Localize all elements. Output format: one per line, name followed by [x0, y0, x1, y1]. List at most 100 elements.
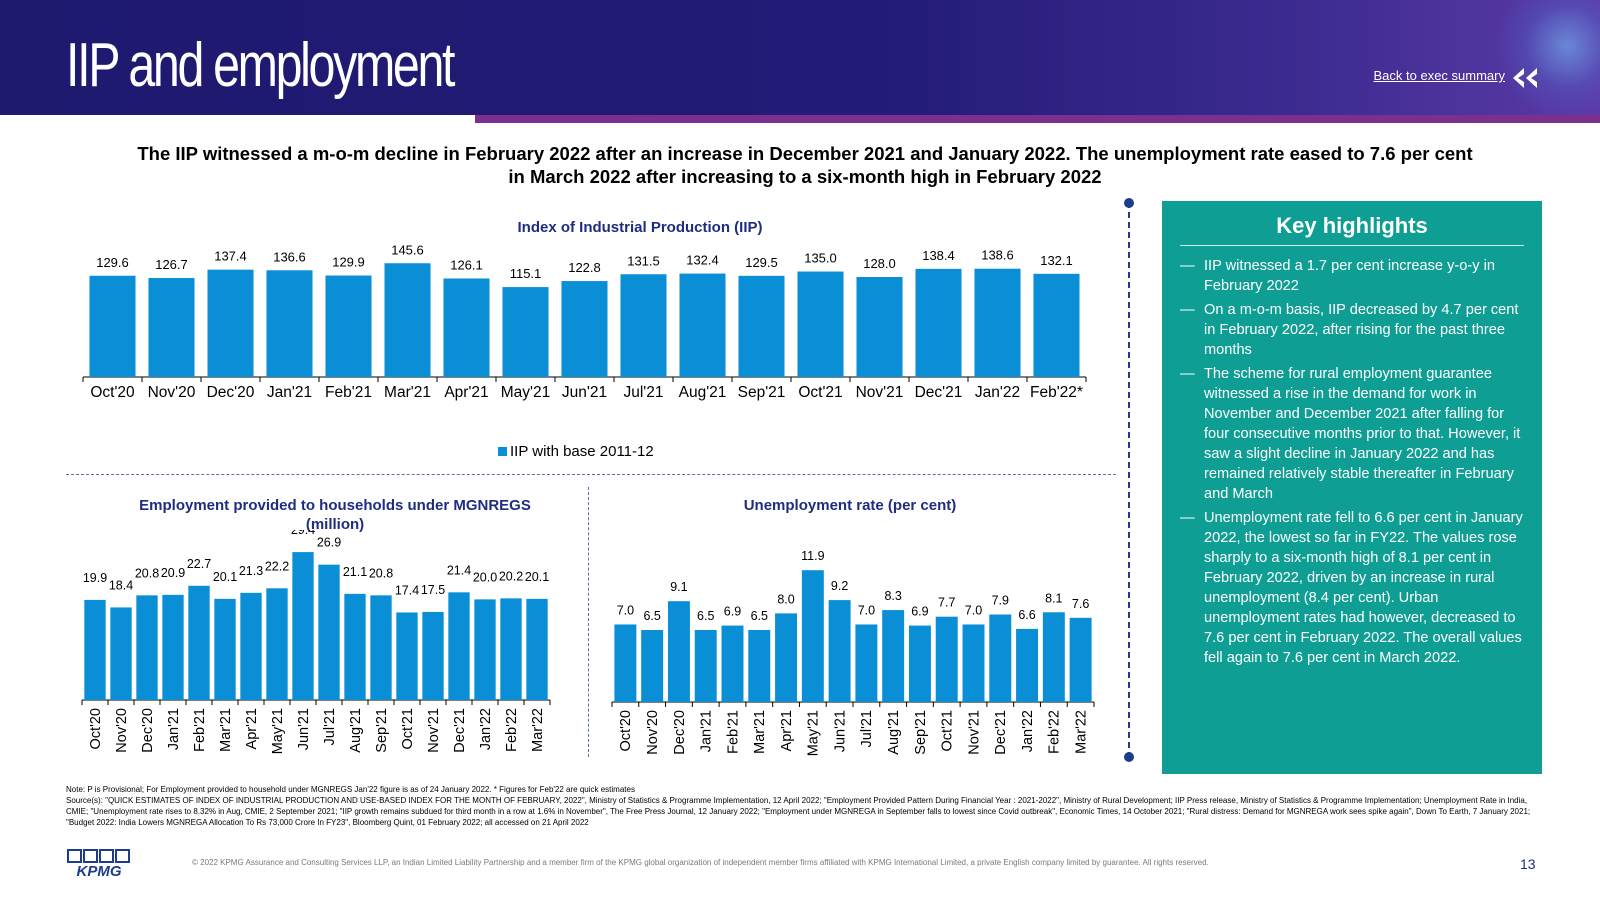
x-tick-label: Mar'22 — [530, 708, 546, 752]
x-tick-label: Oct'20 — [618, 710, 634, 751]
slide-subtitle: The IIP witnessed a m-o-m decline in Feb… — [60, 142, 1550, 188]
highlight-item: — On a m-o-m basis, IIP decreased by 4.7… — [1180, 300, 1524, 360]
x-tick-label: Dec'20 — [672, 710, 688, 755]
highlight-text: On a m-o-m basis, IIP decreased by 4.7 p… — [1204, 302, 1519, 358]
header-decoration — [1490, 0, 1600, 115]
data-label: 137.4 — [214, 249, 247, 264]
bar — [915, 268, 962, 377]
data-label: 7.7 — [938, 596, 955, 610]
bar — [292, 552, 314, 700]
back-to-exec-summary-link[interactable]: Back to exec summary — [1373, 68, 1506, 83]
dash-bullet: — — [1180, 302, 1195, 318]
copyright-text: © 2022 KPMG Assurance and Consulting Ser… — [192, 858, 1209, 867]
x-tick-label: Nov'20 — [645, 710, 661, 755]
page-title: IIP and employment — [66, 31, 455, 100]
bar — [162, 594, 184, 700]
x-tick-label: Feb'22* — [1030, 384, 1083, 401]
x-tick-label: May'21 — [806, 710, 822, 756]
mgnregs-chart-title: Employment provided to households under … — [139, 497, 531, 533]
bar — [370, 595, 392, 700]
bar — [396, 612, 418, 700]
bar — [325, 275, 372, 377]
data-label: 126.1 — [450, 257, 483, 272]
data-label: 20.8 — [369, 566, 393, 580]
data-label: 21.1 — [343, 565, 367, 579]
accent-bar — [475, 115, 1600, 123]
x-tick-label: Dec'21 — [452, 708, 468, 753]
x-tick-label: May'21 — [270, 708, 286, 754]
kpmg-logo: KPMG — [67, 849, 130, 878]
x-tick-label: Dec'20 — [140, 708, 156, 753]
bar — [318, 564, 340, 700]
x-tick-label: Feb'22 — [1047, 710, 1063, 754]
bar — [974, 268, 1021, 377]
bar — [214, 598, 236, 700]
bar — [266, 588, 288, 700]
x-tick-label: Dec'21 — [915, 384, 963, 401]
data-label: 129.6 — [96, 255, 129, 270]
bar — [448, 592, 470, 700]
legend-label: IIP with base 2011-12 — [510, 443, 654, 460]
data-label: 20.9 — [161, 566, 185, 580]
x-tick-label: Jun'21 — [562, 384, 607, 401]
x-tick-label: Jul'21 — [623, 384, 663, 401]
data-label: 7.0 — [965, 603, 982, 617]
key-highlights-title: Key highlights — [1180, 213, 1524, 246]
timeline-connector — [1124, 198, 1134, 762]
data-label: 115.1 — [510, 266, 542, 281]
bar — [1033, 273, 1080, 377]
data-label: 138.6 — [981, 248, 1014, 263]
iip-legend: IIP with base 2011-12 — [498, 443, 654, 460]
data-label: 132.1 — [1040, 253, 1073, 268]
data-label: 6.5 — [751, 609, 768, 623]
data-label: 6.9 — [724, 605, 741, 619]
x-tick-label: Mar'21 — [218, 708, 234, 752]
data-label: 6.5 — [697, 609, 714, 623]
bar — [620, 274, 667, 377]
x-tick-label: Apr'21 — [779, 710, 795, 751]
legend-swatch — [498, 447, 507, 456]
x-tick-label: Dec'21 — [993, 710, 1009, 755]
data-label: 20.2 — [499, 569, 523, 583]
data-label: 7.0 — [617, 603, 634, 617]
x-tick-label: Jan'21 — [267, 384, 312, 401]
x-tick-label: Oct'21 — [798, 384, 842, 401]
x-tick-label: Nov'20 — [148, 384, 196, 401]
footnotes: Note: P is Provisional; For Employment p… — [66, 784, 1546, 828]
data-label: 132.4 — [686, 253, 719, 268]
bar — [474, 599, 496, 700]
x-tick-label: Aug'21 — [348, 708, 364, 753]
data-label: 11.9 — [801, 549, 824, 563]
x-tick-label: Sep'21 — [374, 708, 390, 753]
x-tick-label: Nov'21 — [856, 384, 904, 401]
data-label: 6.9 — [911, 605, 928, 619]
bar — [738, 275, 785, 377]
x-tick-label: Jun'21 — [832, 710, 848, 752]
unemployment-bar-chart: 7.0 Oct'20 6.5 Nov'20 9.1 Dec'20 6.5 Jan'21 6.9 F… — [611, 549, 1095, 756]
data-label: 138.4 — [922, 248, 955, 263]
bar — [1016, 628, 1039, 702]
data-label: 145.6 — [391, 242, 424, 257]
x-tick-label: Aug'21 — [886, 710, 902, 755]
x-tick-label: Jul'21 — [859, 710, 875, 747]
data-label: 20.1 — [525, 570, 549, 584]
highlight-text: IIP witnessed a 1.7 per cent increase y-… — [1204, 258, 1495, 294]
bar — [84, 599, 106, 700]
data-label: 19.9 — [83, 571, 107, 585]
bar — [89, 275, 136, 377]
vertical-divider — [588, 487, 589, 757]
dash-bullet: — — [1180, 366, 1195, 382]
bar — [989, 614, 1012, 702]
data-label: 18.4 — [109, 578, 133, 592]
data-label: 20.1 — [213, 570, 237, 584]
double-chevron-left-icon[interactable] — [1510, 66, 1540, 90]
data-label: 129.5 — [745, 255, 778, 270]
x-tick-label: Jun'21 — [296, 708, 312, 750]
bar — [614, 624, 637, 702]
bar — [797, 271, 844, 377]
x-tick-label: Nov'21 — [966, 710, 982, 755]
x-tick-label: Nov'20 — [114, 708, 130, 753]
header-banner: IIP and employment Back to exec summary — [0, 0, 1600, 115]
highlight-item: — The scheme for rural employment guaran… — [1180, 364, 1524, 504]
dash-bullet: — — [1180, 510, 1195, 526]
